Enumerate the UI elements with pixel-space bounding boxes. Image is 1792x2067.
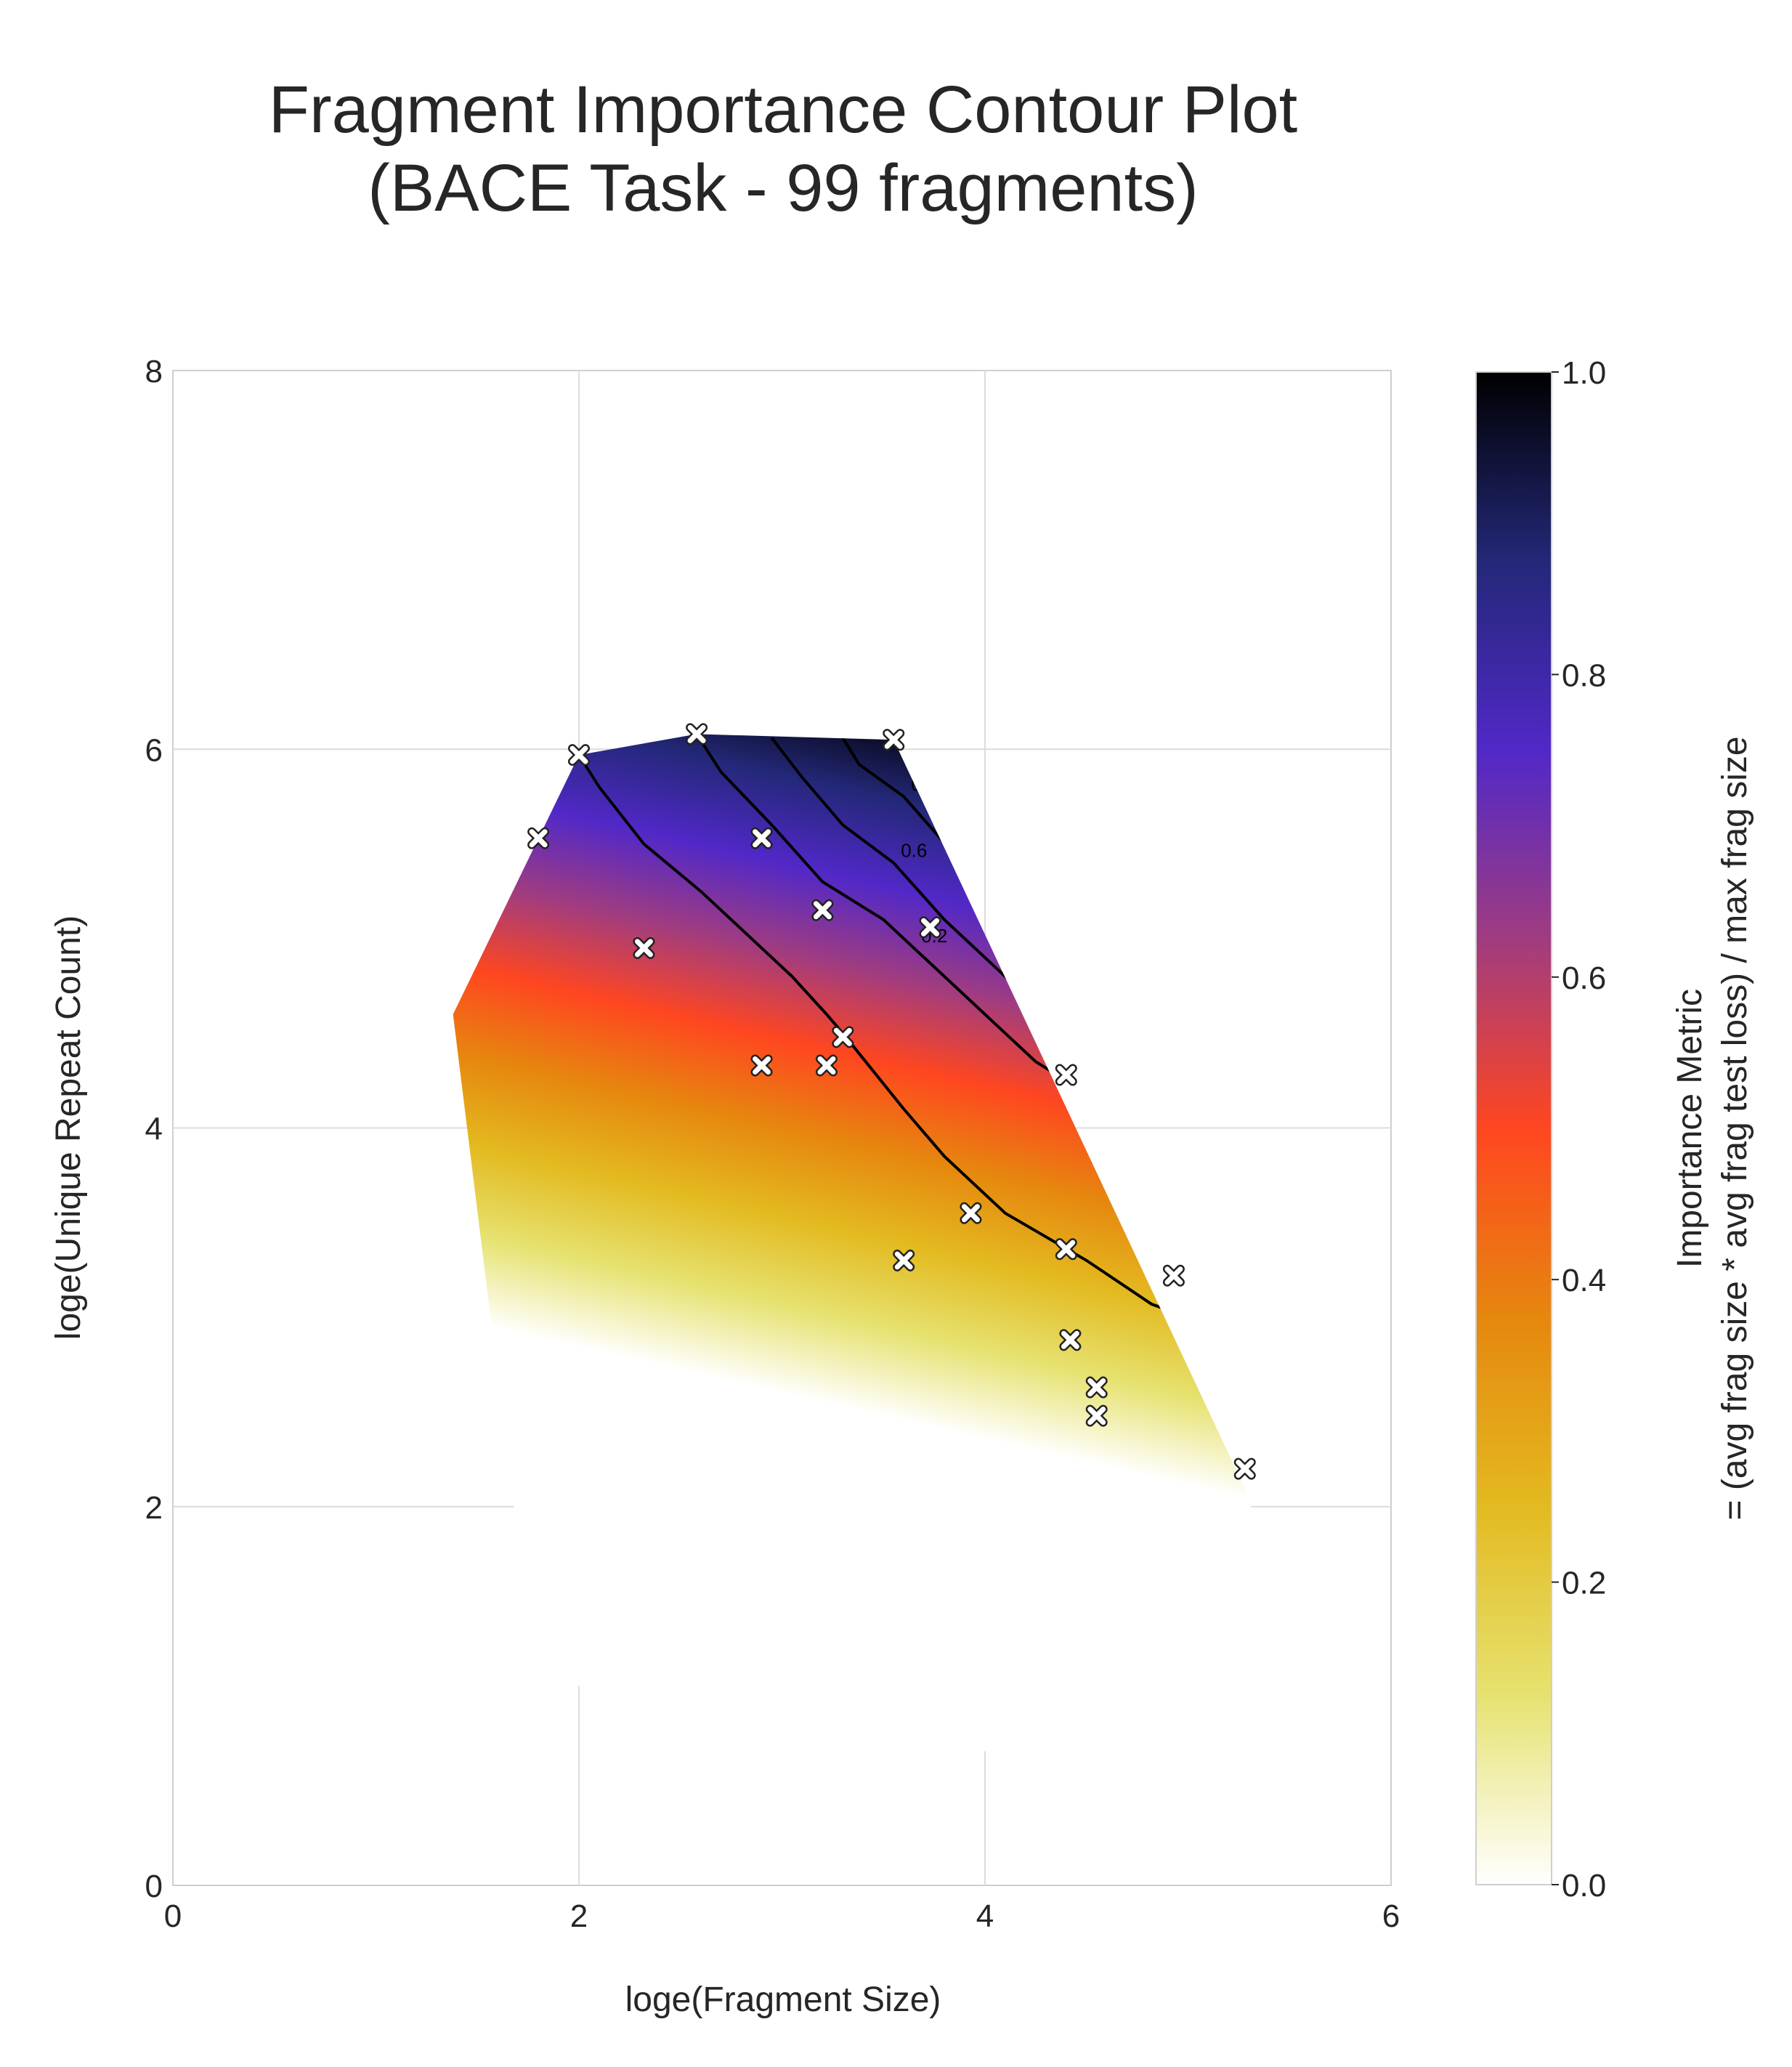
data-point	[1085, 1404, 1108, 1427]
chart-title-line1: Fragment Importance Contour Plot	[269, 73, 1297, 147]
data-point	[1059, 1329, 1082, 1351]
data-point	[1162, 1264, 1185, 1287]
data-point	[919, 916, 941, 939]
y-tick-label: 2	[145, 1490, 163, 1526]
data-point	[832, 1026, 854, 1048]
colorbar: 0.0 0.2 0.4 0.6 0.8 1.0 Importance Metric = (…	[1475, 355, 1754, 1904]
data-point	[811, 899, 834, 921]
colorbar-tick-label: 0.2	[1562, 1566, 1606, 1601]
y-tick-label: 0	[145, 1869, 163, 1904]
x-tick-label: 0	[164, 1898, 182, 1934]
y-tick-label: 8	[145, 354, 163, 389]
y-tick-label: 6	[145, 732, 163, 768]
colorbar-label-line2: = (avg frag size * avg frag test loss) /…	[1716, 736, 1754, 1520]
x-tick-label: 2	[570, 1898, 588, 1934]
y-axis-ticks: 0 2 4 6 8	[145, 354, 163, 1904]
colorbar-bar	[1475, 371, 1552, 1885]
data-points	[527, 723, 1256, 1480]
x-axis-ticks: 0 2 4 6	[164, 1898, 1400, 1934]
colorbar-ticks: 0.0 0.2 0.4 0.6 0.8 1.0	[1552, 355, 1606, 1904]
colorbar-tick-label: 0.6	[1562, 960, 1606, 996]
x-tick-label: 4	[976, 1898, 994, 1934]
contour-field	[453, 734, 1310, 1753]
data-point	[686, 723, 708, 745]
y-axis-label: loge(Unique Repeat Count)	[49, 915, 88, 1340]
colorbar-tick-label: 0.4	[1562, 1263, 1606, 1298]
data-point	[527, 827, 550, 849]
data-point	[750, 827, 773, 849]
chart-title-line2: (BACE Task - 99 fragments)	[368, 151, 1199, 225]
y-tick-label: 4	[145, 1112, 163, 1147]
colorbar-tick-label: 1.0	[1562, 355, 1606, 391]
data-point	[960, 1202, 982, 1224]
contour-line	[695, 734, 1113, 1157]
data-point	[750, 1054, 773, 1077]
colorbar-tick-label: 0.8	[1562, 658, 1606, 693]
data-point	[883, 729, 905, 751]
x-axis-label: loge(Fragment Size)	[625, 1981, 941, 2019]
data-point	[1233, 1457, 1256, 1480]
data-point	[815, 1054, 838, 1077]
colorbar-label-line1: Importance Metric	[1671, 989, 1709, 1268]
contour-level-label: 0.6	[901, 840, 927, 862]
data-point	[1085, 1376, 1108, 1399]
data-point	[893, 1249, 915, 1271]
data-point	[633, 937, 655, 959]
x-tick-label: 6	[1382, 1898, 1400, 1934]
data-point	[1055, 1064, 1077, 1086]
colorbar-tick-label: 0.0	[1562, 1868, 1606, 1904]
data-point	[1055, 1238, 1077, 1261]
data-point	[568, 744, 590, 766]
plot-area: 0.20.60.8	[172, 370, 1392, 1886]
